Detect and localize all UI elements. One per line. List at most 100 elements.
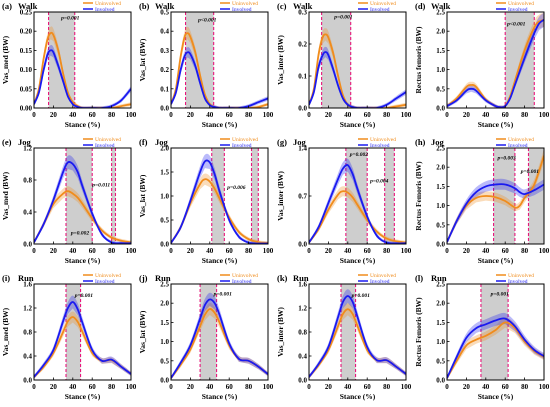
x-axis-label: Stance (%) [340, 392, 376, 401]
x-tick-label: 40 [69, 383, 77, 391]
chart-svg: 0.0 0.4 0.8 1.2 0 20 40 60 80 100 Stance (%) Vas_me… [1, 137, 137, 265]
series-line-uninvolved [309, 33, 406, 108]
x-axis-label: Stance (%) [340, 256, 376, 265]
panel-letter: (e) [2, 137, 12, 147]
panel-letter: (f) [139, 137, 148, 147]
y-tick-label: 2.5 [436, 281, 445, 289]
x-tick-label: 100 [263, 247, 274, 255]
y-tick-label: 0.5 [160, 217, 169, 225]
x-tick-label: 60 [226, 383, 234, 391]
legend-entry: Involved [508, 143, 528, 149]
chart-panel: 0.0 0.4 0.8 1.2 0 20 40 60 80 100 Stance (%) Vas_me… [0, 136, 137, 271]
y-axis-label: Rectus femoris (BW) [414, 26, 423, 94]
panel-letter: (b) [139, 1, 150, 11]
p-value-label: p=0.001 [520, 169, 540, 175]
y-tick-label: 0.5 [160, 9, 169, 17]
sd-band [447, 178, 544, 244]
p-value-label: p=0.001 [60, 16, 80, 22]
chart-svg: 0.0 0.5 1.0 1.5 2.0 2.5 0 20 40 60 80 100 Stance (%)… [414, 273, 550, 401]
significance-region [185, 12, 214, 108]
chart-panel: 0.0 0.5 1.0 1.5 2.0 2.5 0 20 40 60 80 100 Stance (%)… [413, 272, 550, 407]
x-axis-label: Stance (%) [202, 392, 238, 401]
panel-task-title: Jog [431, 137, 445, 147]
legend-entry: Uninvolved [508, 137, 534, 143]
legend-entry: Uninvolved [232, 1, 258, 7]
legend-entry: Uninvolved [95, 273, 121, 279]
legend-entry: Involved [232, 7, 252, 13]
chart-panel: 0.0 0.5 1.0 1.5 2.0 0 20 40 60 80 100 Stance (%) Vas… [137, 136, 274, 271]
significance-region [480, 284, 509, 380]
chart-svg: 0.00 0.05 0.10 0.15 0.20 0.25 0 20 40 60 80 100 Stan… [1, 1, 137, 129]
legend-entry: Involved [232, 143, 252, 149]
x-tick-label: 0 [32, 111, 36, 119]
x-tick-label: 0 [307, 383, 311, 391]
y-tick-label: 0.3 [298, 9, 307, 17]
x-tick-label: 40 [206, 247, 214, 255]
y-tick-label: 0.0 [436, 105, 445, 113]
y-tick-label: 2.0 [436, 300, 445, 308]
x-tick-label: 40 [69, 111, 77, 119]
panel-letter: (i) [2, 273, 10, 283]
x-tick-label: 60 [89, 111, 97, 119]
x-tick-label: 0 [307, 111, 311, 119]
y-tick-label: 0.20 [20, 28, 33, 36]
p-value-label: p=0.002 [349, 152, 369, 158]
panel-task-title: Jog [18, 137, 32, 147]
y-tick-label: 1.5 [160, 169, 169, 177]
x-tick-label: 40 [482, 111, 490, 119]
x-tick-label: 80 [108, 247, 116, 255]
x-tick-label: 20 [463, 383, 471, 391]
x-tick-label: 100 [539, 111, 550, 119]
y-tick-label: 0.4 [23, 209, 32, 217]
panel-letter: (j) [139, 273, 148, 283]
panel-task-title: Jog [155, 137, 169, 147]
y-tick-label: 2.0 [160, 300, 169, 308]
x-axis-label: Stance (%) [478, 392, 514, 401]
y-tick-label: 1.4 [298, 145, 307, 153]
y-tick-label: 1.0 [160, 338, 169, 346]
x-tick-label: 100 [126, 383, 137, 391]
legend-entry: Involved [370, 143, 390, 149]
panel-letter: (k) [277, 273, 288, 283]
y-axis-label: Vas_lat (BW) [138, 38, 147, 81]
x-tick-label: 80 [108, 383, 116, 391]
y-tick-label: 0.0 [160, 377, 169, 385]
chart-panel: 0.0 0.5 1.0 1.5 2.0 2.5 0 20 40 60 80 100 Stance (%)… [413, 136, 550, 271]
x-axis-label: Stance (%) [65, 392, 101, 401]
sd-band [171, 47, 268, 108]
chart-panel: 0.0 0.1 0.2 0.3 0 20 40 60 80 100 Stance (%) Vas_in… [275, 0, 412, 135]
legend-entry: Uninvolved [370, 273, 396, 279]
significance-region [48, 12, 75, 108]
x-tick-label: 80 [521, 383, 529, 391]
significance-region [111, 148, 116, 244]
panel-letter: (g) [277, 137, 287, 147]
x-tick-label: 20 [50, 383, 58, 391]
sd-band [34, 44, 131, 108]
sd-band [34, 186, 131, 244]
significance-region [321, 12, 351, 108]
x-tick-label: 60 [502, 111, 510, 119]
p-value-label: p=0.002 [70, 230, 90, 236]
x-tick-label: 20 [325, 247, 333, 255]
x-tick-label: 80 [108, 111, 116, 119]
x-tick-label: 80 [383, 383, 391, 391]
chart-svg: 0.0 0.5 1.0 1.5 2.0 2.5 0 20 40 60 80 100 Stance (%)… [414, 137, 550, 265]
significance-region [384, 148, 395, 244]
x-tick-label: 100 [539, 247, 550, 255]
panel-task-title: Run [155, 273, 171, 283]
panel-task-title: Walk [431, 1, 451, 11]
p-value-label: p=0.011 [91, 182, 110, 188]
chart-svg: 0.0 0.1 0.2 0.3 0.4 0.5 0 20 40 60 80 100 Stance (%)… [138, 1, 274, 129]
panel-letter: (h) [415, 137, 426, 147]
y-tick-label: 1.0 [436, 338, 445, 346]
x-tick-label: 40 [206, 383, 214, 391]
x-tick-label: 60 [226, 247, 234, 255]
series-line-uninvolved [309, 190, 406, 244]
y-axis-label: Vas_med (BW) [1, 171, 10, 220]
